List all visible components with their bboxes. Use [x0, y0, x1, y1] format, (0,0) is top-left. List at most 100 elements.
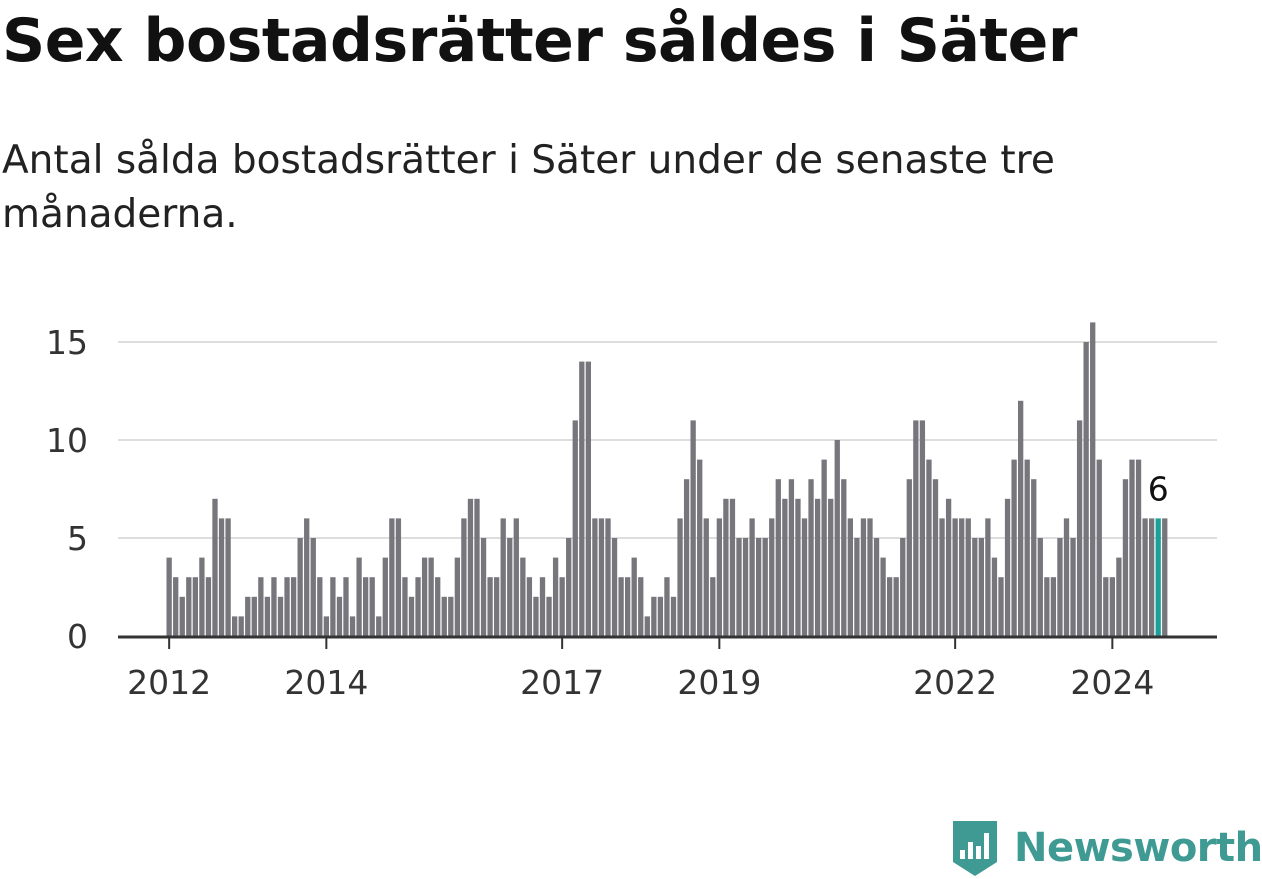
bar	[1004, 498, 1011, 636]
bar	[683, 479, 690, 636]
bar	[428, 557, 434, 636]
bar	[441, 596, 447, 636]
bar	[566, 538, 572, 636]
bar	[454, 557, 460, 636]
bar	[985, 518, 991, 636]
bar	[710, 577, 716, 636]
bar	[762, 538, 768, 636]
y-tick-label: 5	[67, 519, 88, 558]
bar	[526, 577, 533, 636]
bar	[376, 616, 382, 636]
bar	[775, 479, 781, 636]
bar	[867, 518, 873, 636]
bar	[251, 596, 257, 636]
bar	[304, 518, 310, 636]
newsworthy-logo-icon	[953, 821, 997, 876]
bar	[1109, 577, 1115, 636]
bar	[854, 538, 860, 636]
x-tick-label: 2014	[284, 663, 368, 702]
bar	[507, 538, 513, 636]
bar-chart: 0 5 10 15 2012 2014 2017 2019 2022 2024 6	[46, 322, 1217, 702]
bar	[991, 557, 998, 636]
bar	[480, 538, 487, 636]
bar	[1063, 518, 1070, 636]
bar	[310, 538, 316, 636]
bar	[873, 538, 880, 636]
bar	[520, 557, 526, 636]
bar	[1096, 459, 1102, 636]
bar	[821, 459, 827, 636]
bar	[199, 557, 205, 636]
bar	[972, 538, 978, 636]
bar	[343, 577, 349, 636]
bar	[461, 518, 467, 636]
bar	[611, 538, 618, 636]
bar	[1083, 342, 1089, 636]
bar	[926, 459, 932, 636]
bar	[664, 577, 670, 636]
bar	[913, 420, 919, 636]
bar	[166, 557, 172, 636]
bar	[893, 577, 899, 636]
bar	[1050, 577, 1057, 636]
y-tick-label: 0	[67, 617, 88, 656]
bar	[192, 577, 198, 636]
bar	[336, 596, 343, 636]
bar	[847, 518, 853, 636]
bar	[1149, 518, 1155, 636]
bar	[801, 518, 808, 636]
bar	[978, 538, 984, 636]
bar	[271, 577, 277, 636]
bar	[264, 596, 271, 636]
bar	[834, 440, 840, 636]
bar	[408, 596, 415, 636]
bar	[749, 518, 755, 636]
bar	[258, 577, 264, 636]
bar	[487, 577, 493, 636]
bar	[395, 518, 402, 636]
bar	[1070, 538, 1076, 636]
chart-title: Sex bostadsrätter såldes i Säter	[2, 6, 1077, 76]
bar	[448, 596, 454, 636]
bar	[421, 557, 428, 636]
brand-name: Newsworthy	[1014, 825, 1262, 871]
bar	[330, 577, 336, 636]
bar	[651, 596, 657, 636]
bar	[494, 577, 500, 636]
bar	[1162, 518, 1168, 636]
bar	[356, 557, 362, 636]
bar	[860, 518, 867, 636]
bar	[900, 538, 906, 636]
bar	[349, 616, 356, 636]
bar	[382, 557, 388, 636]
bar	[939, 518, 945, 636]
bar	[618, 577, 624, 636]
bar	[585, 361, 591, 636]
bar	[1037, 538, 1043, 636]
bar	[435, 577, 441, 636]
x-tick-label: 2019	[677, 663, 761, 702]
bar	[788, 479, 795, 636]
bar	[173, 577, 179, 636]
bar	[657, 596, 664, 636]
highlight-bar	[1155, 518, 1161, 636]
bar	[1129, 459, 1135, 636]
bar	[1135, 459, 1142, 636]
bar	[284, 577, 290, 636]
bar	[1031, 479, 1037, 636]
bar	[736, 538, 742, 636]
bar	[1057, 538, 1063, 636]
bar	[959, 518, 965, 636]
bar	[742, 538, 749, 636]
bar	[644, 616, 650, 636]
bar	[290, 577, 297, 636]
bar	[539, 577, 546, 636]
bar	[887, 577, 893, 636]
x-tick-label: 2012	[127, 663, 211, 702]
bar	[814, 498, 821, 636]
bar	[1116, 557, 1122, 636]
bar	[500, 518, 506, 636]
bar	[605, 518, 611, 636]
bar	[729, 498, 736, 636]
bar	[1142, 518, 1148, 636]
